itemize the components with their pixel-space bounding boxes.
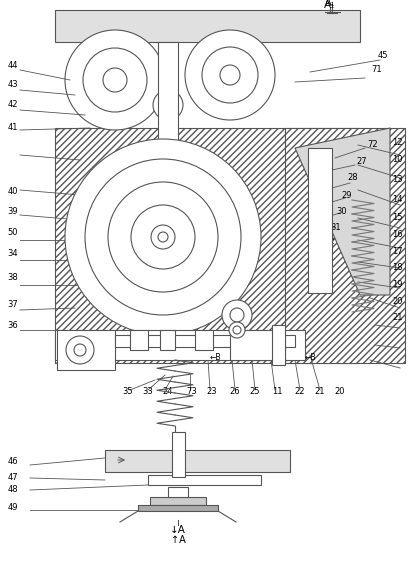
Text: 47: 47 [7,472,18,482]
Polygon shape [294,128,389,295]
Bar [230,330,284,360]
Text: 11: 11 [271,387,282,397]
Text: 20: 20 [334,387,344,397]
Text: 18: 18 [392,263,402,273]
Bar [130,330,147,350]
Bar [55,330,304,360]
Circle shape [66,336,94,364]
Text: 25: 25 [249,387,260,397]
Text: 34: 34 [7,250,18,258]
Circle shape [185,30,274,120]
Text: 37: 37 [7,301,18,310]
Text: 46: 46 [7,457,18,467]
Text: 39: 39 [7,207,18,217]
Text: 40: 40 [7,188,18,196]
Text: 21: 21 [314,387,325,397]
Text: 21: 21 [392,313,402,323]
Text: 71: 71 [370,65,381,75]
Circle shape [221,300,252,330]
Text: 20: 20 [392,298,402,306]
Text: A₁: A₁ [324,0,335,8]
Text: 10: 10 [392,156,402,164]
Bar [57,330,115,370]
Bar [55,10,359,42]
Text: 49: 49 [7,503,18,511]
Text: 12: 12 [392,138,402,148]
Circle shape [153,90,183,120]
Text: A₁: A₁ [323,0,335,10]
Text: 13: 13 [392,175,402,185]
Text: 50: 50 [7,229,18,237]
Text: 26: 26 [229,387,240,397]
Bar [105,450,289,472]
Text: 24: 24 [162,387,173,397]
Text: 73: 73 [186,387,197,397]
Text: 29: 29 [341,192,351,200]
Text: 43: 43 [7,80,18,90]
Text: 35: 35 [122,387,133,397]
Bar [147,475,260,485]
Text: 45: 45 [377,50,387,60]
Text: 14: 14 [392,196,402,204]
Bar [195,330,212,350]
Text: 38: 38 [7,273,18,283]
Bar [307,148,331,293]
Text: 36: 36 [7,321,18,329]
Text: ↓A: ↓A [170,525,185,535]
Text: 31: 31 [330,223,340,233]
Text: 41: 41 [7,123,18,133]
Bar [158,42,178,152]
Circle shape [65,30,165,130]
Text: 16: 16 [392,230,402,240]
Circle shape [65,139,260,335]
Text: 17: 17 [392,247,402,256]
Text: 23: 23 [206,387,217,397]
Text: ←B: ←B [304,354,315,362]
Text: 33: 33 [142,387,153,397]
Text: 28: 28 [347,174,357,182]
Circle shape [228,322,244,338]
Bar [271,325,284,365]
Bar [159,330,175,350]
Text: 48: 48 [7,486,18,494]
Bar [115,335,294,347]
Circle shape [151,225,175,249]
Text: ↑A: ↑A [170,535,185,545]
Text: 72: 72 [367,141,377,149]
Bar [171,432,185,477]
Text: 30: 30 [336,207,347,217]
Bar [168,487,188,497]
Bar [150,497,206,505]
Text: 27: 27 [356,157,366,167]
Text: 19: 19 [392,280,402,290]
Text: ←B: ←B [209,354,220,362]
Text: 44: 44 [7,60,18,69]
Bar [55,128,359,363]
Text: 42: 42 [7,101,18,109]
Text: 15: 15 [392,214,402,222]
Bar [284,128,404,363]
Bar [138,505,218,511]
Text: 22: 22 [294,387,304,397]
Text: 32: 32 [324,237,335,247]
